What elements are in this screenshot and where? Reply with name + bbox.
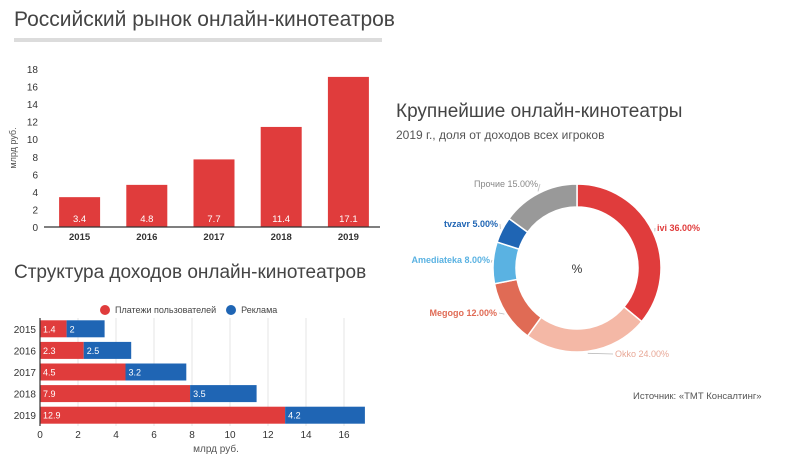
bar-value-label: 7.9 xyxy=(43,389,56,399)
y-tick-label: 18 xyxy=(27,65,39,76)
bar-value-label: 11.4 xyxy=(272,214,290,225)
legend-dot-ads xyxy=(226,305,237,315)
market-bar xyxy=(327,76,369,228)
bar-value-label: 12.9 xyxy=(43,411,61,421)
slice-label: tvzavr 5.00% xyxy=(444,219,498,229)
y-tick-label: 12 xyxy=(27,118,39,129)
payments-bar xyxy=(40,320,67,338)
slice-label: Okko 24.00% xyxy=(615,349,669,359)
leader-line xyxy=(490,259,493,263)
market-bar xyxy=(59,197,101,227)
x-tick-label: 2015 xyxy=(69,232,91,243)
y-tick-label: 2 xyxy=(32,205,38,216)
legend-label-payments: Платежи пользователей xyxy=(115,305,217,315)
x-tick-label: 6 xyxy=(151,430,157,441)
donut-slice-megogo xyxy=(493,278,543,338)
market-bar xyxy=(193,159,235,227)
leader-line xyxy=(537,183,541,192)
x-axis-label: млрд руб. xyxy=(193,443,239,455)
y-tick-label: 10 xyxy=(27,135,39,146)
x-tick-label: 2 xyxy=(75,430,81,441)
y-tick-label: 14 xyxy=(27,100,39,111)
x-tick-label: 2019 xyxy=(338,232,359,243)
legend-item-ads: Реклама xyxy=(226,305,277,315)
x-tick-label: 0 xyxy=(37,430,43,441)
legend-label-ads: Реклама xyxy=(241,305,278,315)
x-tick-label: 14 xyxy=(300,430,312,441)
y-tick-label: 0 xyxy=(32,223,38,234)
bar-value-label: 1.4 xyxy=(43,324,56,334)
y-axis-label: млрд руб. xyxy=(8,127,18,168)
market-chart-title: Российский рынок онлайн-кинотеатров xyxy=(14,8,395,31)
bar-value-label: 7.7 xyxy=(207,214,220,225)
payments-bar xyxy=(40,406,286,424)
bar-value-label: 2 xyxy=(70,324,75,334)
market-bar xyxy=(260,126,302,227)
donut-center-label: % xyxy=(572,262,583,276)
y-tick-label: 2019 xyxy=(14,411,37,422)
bar-value-label: 3.4 xyxy=(73,214,86,225)
ads-bar xyxy=(83,341,132,359)
bar-value-label: 3.5 xyxy=(193,389,206,399)
x-tick-label: 16 xyxy=(338,430,350,441)
x-tick-label: 10 xyxy=(224,430,236,441)
bar-value-label: 4.8 xyxy=(140,214,153,225)
x-tick-label: 12 xyxy=(262,430,274,441)
y-tick-label: 6 xyxy=(32,170,38,181)
x-tick-label: 2017 xyxy=(203,232,224,243)
donut-chart-title: Крупнейшие онлайн-кинотеатры xyxy=(396,101,683,122)
donut-slice-прочие xyxy=(507,183,578,234)
bar-value-label: 3.2 xyxy=(129,368,142,378)
x-tick-label: 4 xyxy=(113,430,119,441)
y-tick-label: 2015 xyxy=(14,325,37,336)
market-bar xyxy=(126,184,168,227)
leader-line xyxy=(587,352,614,355)
slice-label: Прочие 15.00% xyxy=(474,179,538,189)
ads-bar xyxy=(285,406,365,424)
bar-value-label: 4.2 xyxy=(288,411,301,421)
source-note: Источник: «ТМТ Консалтинг» xyxy=(633,391,762,402)
legend-item-payments: Платежи пользователей xyxy=(100,305,216,315)
donut-slice-okko xyxy=(526,305,643,353)
y-tick-label: 8 xyxy=(32,153,38,164)
x-tick-label: 2018 xyxy=(271,232,292,243)
donut-chart-subtitle: 2019 г., доля от доходов всех игроков xyxy=(396,128,605,142)
bar-value-label: 2.5 xyxy=(87,346,100,356)
x-tick-label: 2016 xyxy=(136,232,157,243)
y-tick-label: 2016 xyxy=(14,346,37,357)
bar-value-label: 17.1 xyxy=(339,214,358,225)
donut-slice-ivi xyxy=(576,183,662,323)
ads-bar xyxy=(66,320,105,338)
payments-bar xyxy=(40,341,84,359)
ads-bar xyxy=(190,385,257,403)
y-tick-label: 4 xyxy=(32,188,38,199)
payments-bar xyxy=(40,385,191,403)
title-divider xyxy=(14,38,382,42)
leader-line xyxy=(498,312,505,315)
slice-label: Amediateka 8.00% xyxy=(411,255,490,265)
legend-dot-payments xyxy=(100,305,110,315)
structure-legend: Платежи пользователей Реклама xyxy=(100,302,287,318)
donut-slice-amediateka xyxy=(492,241,520,285)
y-tick-label: 16 xyxy=(27,83,39,94)
payments-bar xyxy=(40,363,126,381)
donut-slice-tvzavr xyxy=(496,217,529,251)
bar-value-label: 4.5 xyxy=(43,368,56,378)
slice-label: ivi 36.00% xyxy=(657,223,700,233)
x-tick-label: 8 xyxy=(189,430,195,441)
slice-label: Megogo 12.00% xyxy=(429,308,497,318)
structure-chart-title: Структура доходов онлайн-кинотеатров xyxy=(14,262,367,283)
y-tick-label: 2017 xyxy=(14,368,37,379)
bar-value-label: 2.3 xyxy=(43,346,56,356)
ads-bar xyxy=(125,363,187,381)
y-tick-label: 2018 xyxy=(14,390,37,401)
